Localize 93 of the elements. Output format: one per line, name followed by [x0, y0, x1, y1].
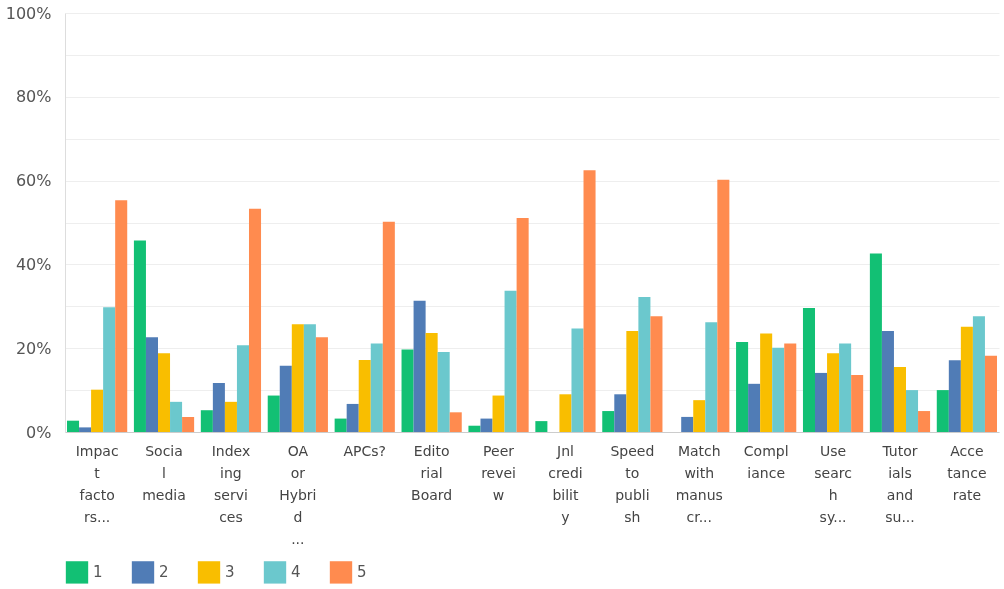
bar [145, 337, 158, 432]
bar [158, 353, 171, 432]
bar [291, 324, 304, 432]
bar [91, 389, 104, 432]
x-tick-label: Impac t facto rs... [75, 442, 119, 525]
bar [492, 395, 505, 432]
x-tick-label: Use searc h sy... [814, 442, 852, 525]
bar [936, 390, 949, 432]
bar [115, 200, 128, 432]
bar [67, 420, 80, 432]
x-tick-label: Socia l media [142, 442, 186, 503]
bar [535, 421, 548, 432]
bar [437, 351, 450, 432]
bar [346, 403, 359, 432]
legend-label: 3 [225, 563, 235, 582]
y-tick-label: 40% [15, 254, 52, 274]
bar [504, 290, 517, 432]
x-tick-label: Index ing servi ces [211, 442, 251, 525]
bar [413, 300, 426, 432]
legend-label: 4 [291, 563, 301, 582]
bar [851, 375, 864, 432]
bar [315, 337, 328, 432]
bar [960, 326, 973, 432]
bar [182, 416, 195, 432]
bar [772, 347, 785, 432]
bar [212, 382, 225, 432]
x-tick-label: OA or Hybri d ... [279, 442, 317, 547]
bar [401, 349, 414, 432]
bar [133, 240, 146, 432]
y-tick-label: 0% [26, 422, 52, 442]
bar [681, 416, 694, 432]
bar [480, 418, 493, 432]
bar [334, 418, 347, 432]
x-tick-label: Match with manus cr... [675, 442, 723, 525]
bar [869, 253, 882, 432]
bar [358, 359, 371, 432]
bar [267, 395, 280, 432]
bar [815, 372, 828, 432]
legend-label: 1 [93, 563, 103, 582]
bar [303, 324, 316, 432]
bar [468, 425, 481, 432]
bar [784, 343, 797, 432]
bar [79, 427, 92, 432]
bar [614, 394, 627, 432]
bar [881, 331, 894, 432]
legend-label: 2 [159, 563, 169, 582]
bar [571, 328, 584, 432]
bar [893, 367, 906, 432]
bar [370, 343, 383, 432]
bar [170, 401, 183, 432]
y-tick-label: 60% [15, 171, 52, 191]
bar [760, 333, 773, 432]
x-tick-label: Speed to publi sh [610, 442, 655, 525]
y-tick-label: 80% [15, 87, 52, 107]
bar [516, 217, 529, 432]
bar [103, 307, 116, 432]
y-tick-label: 20% [15, 338, 52, 358]
x-tick-label: Acce tance rate [947, 442, 987, 503]
bar [839, 343, 852, 432]
y-tick-label: 100% [5, 3, 52, 23]
bar [382, 221, 395, 432]
bar [638, 297, 651, 432]
x-tick-label: Tutor ials and su... [881, 442, 918, 525]
bar [748, 383, 761, 432]
bar [972, 316, 985, 432]
bar [918, 411, 931, 432]
bar [449, 412, 462, 432]
bar [705, 322, 718, 432]
bar [736, 341, 749, 432]
bar [425, 333, 438, 432]
bar [693, 400, 706, 432]
bar [279, 365, 292, 432]
bar [948, 360, 961, 432]
bar [248, 208, 262, 432]
x-tick-label: Jnl credi bilit y [548, 442, 583, 525]
x-tick-label: Edito rial Board [411, 442, 453, 503]
bar [224, 401, 237, 432]
legend-label: 5 [357, 563, 367, 582]
bar [906, 390, 919, 432]
bar [236, 345, 249, 432]
bar [984, 355, 997, 432]
bar [602, 411, 615, 432]
bar [802, 307, 816, 432]
bar [200, 410, 213, 432]
x-tick-label: Compl iance [743, 442, 789, 481]
bar [559, 394, 572, 432]
bar [583, 170, 596, 432]
x-tick-label: Peer revei w [481, 442, 516, 503]
bar [626, 331, 639, 432]
x-tick-label: APCs? [343, 442, 386, 459]
bar [827, 353, 840, 432]
bar [717, 179, 730, 432]
bar [650, 316, 663, 432]
